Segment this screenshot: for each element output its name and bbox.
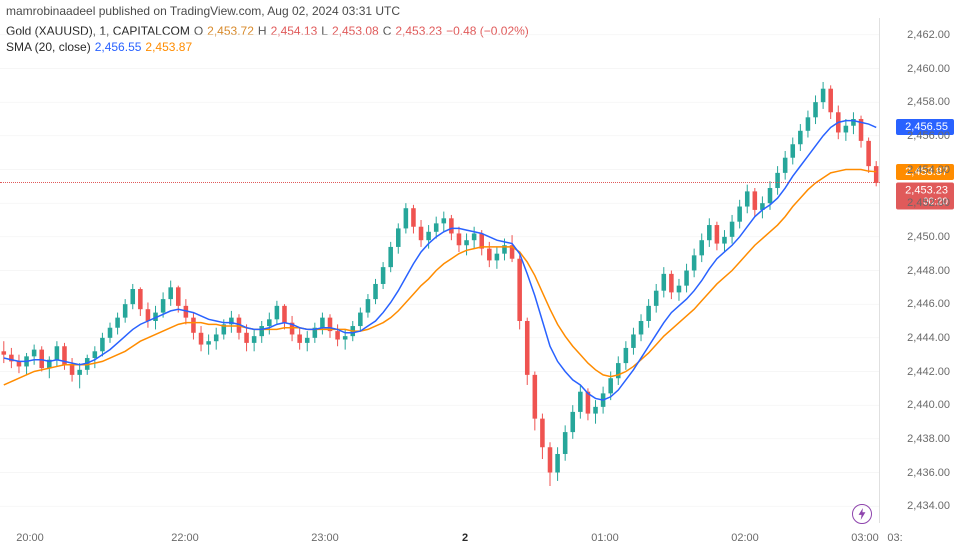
ytick: 2,450.00: [907, 231, 950, 243]
ytick: 2,440.00: [907, 399, 950, 411]
ytick: 2,458.00: [907, 96, 950, 108]
xtick: 22:00: [171, 532, 199, 544]
chart-pane[interactable]: [0, 18, 880, 523]
ytick: 2,462.00: [907, 29, 950, 41]
chart-canvas[interactable]: [0, 18, 880, 523]
ytick: 2,452.00: [907, 197, 950, 209]
ytick: 2,448.00: [907, 265, 950, 277]
xtick: 01:00: [591, 532, 619, 544]
xtick: 2: [462, 532, 468, 544]
bolt-icon[interactable]: [852, 504, 872, 524]
xtick: 20:00: [16, 532, 44, 544]
ytick: 2,434.00: [907, 500, 950, 512]
ytick: 2,460.00: [907, 63, 950, 75]
price-axis[interactable]: 2,456.55 2,453.87 2,453.23 00:20 2,434.0…: [880, 18, 958, 523]
ytick: 2,438.00: [907, 433, 950, 445]
xtick: 03:: [887, 532, 902, 544]
ytick: 2,446.00: [907, 298, 950, 310]
last-price-value: 2,453.23: [905, 185, 948, 197]
last-price-line: [0, 182, 880, 183]
time-axis[interactable]: 20:0022:0023:00201:0002:0003:0003:: [0, 528, 880, 548]
publish-info: mamrobinaadeel published on TradingView.…: [6, 4, 400, 18]
ytick: 2,442.00: [907, 366, 950, 378]
xtick: 23:00: [311, 532, 339, 544]
ytick: 2,444.00: [907, 332, 950, 344]
ytick: 2,456.00: [907, 130, 950, 142]
ytick: 2,436.00: [907, 467, 950, 479]
ytick: 2,454.00: [907, 164, 950, 176]
xtick: 03:00: [851, 532, 879, 544]
xtick: 02:00: [731, 532, 759, 544]
